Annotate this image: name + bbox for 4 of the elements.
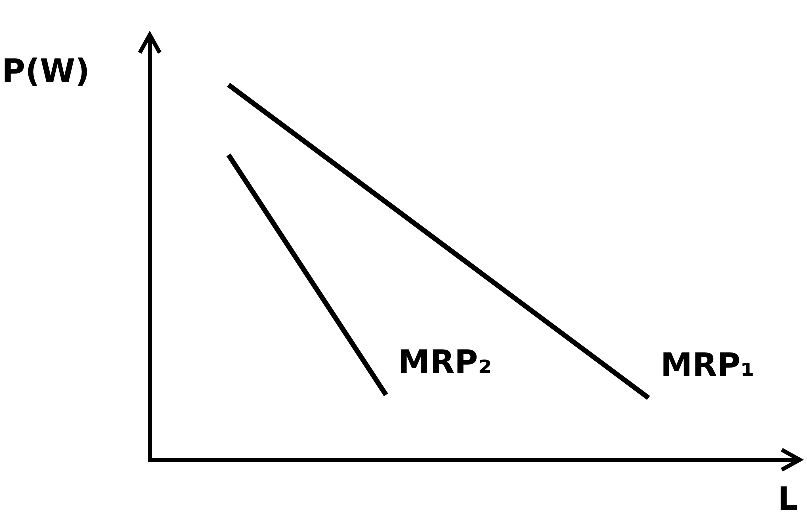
y-axis-title: P(W) (2, 52, 90, 90)
x-axis-title: L (778, 480, 798, 518)
series-label: MRP₂ (398, 343, 492, 382)
series-label: MRP₁ (660, 346, 755, 384)
